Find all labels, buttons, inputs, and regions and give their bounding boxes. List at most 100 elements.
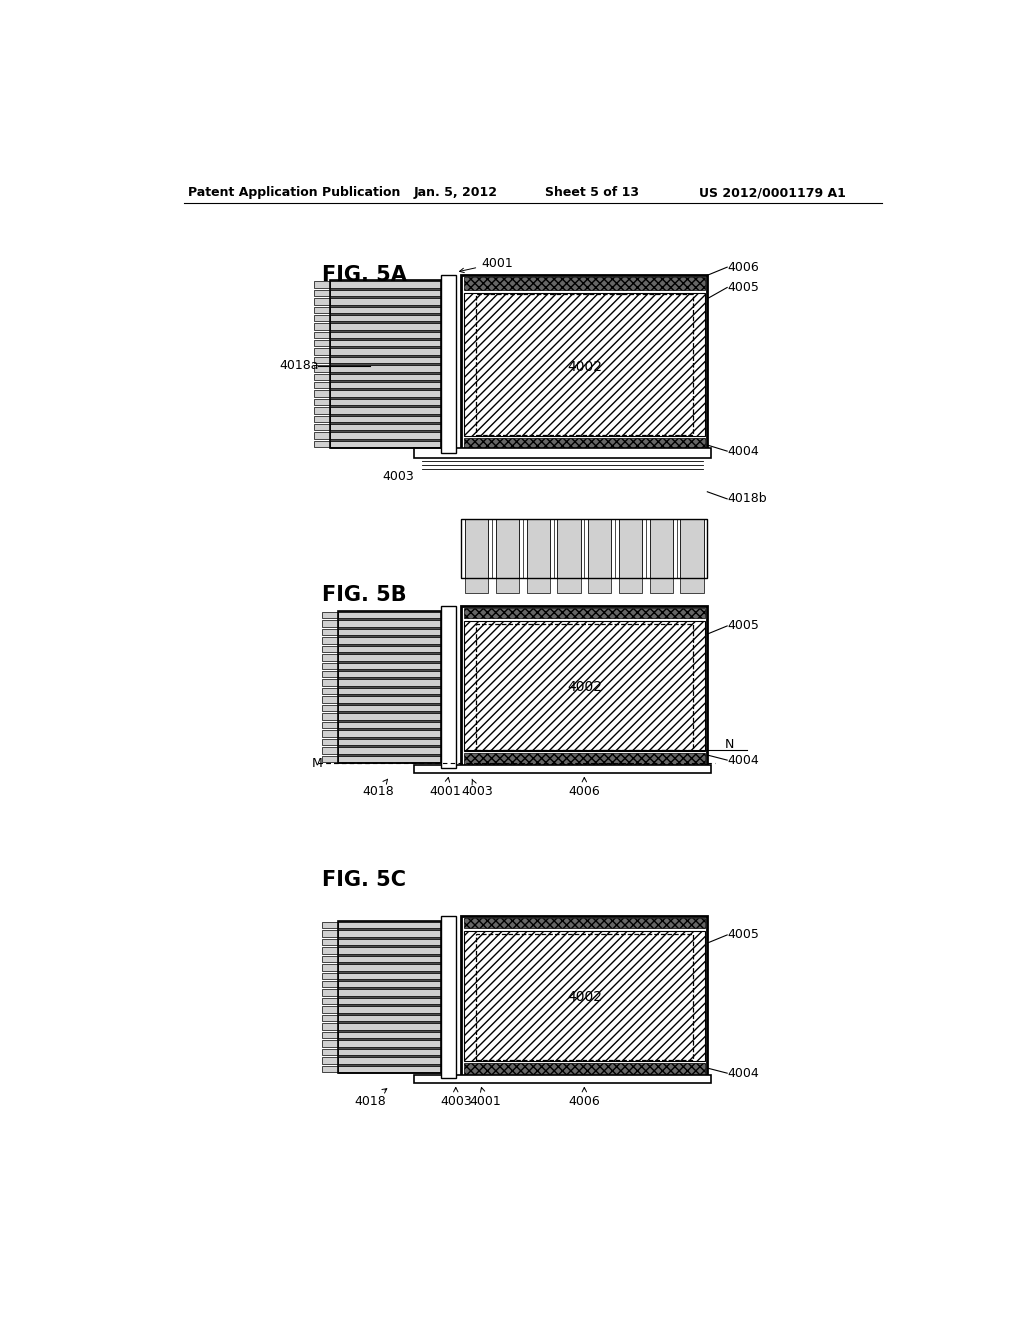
Text: 4004: 4004 [727, 445, 759, 458]
Bar [338, 998, 441, 1005]
Text: 4018: 4018 [354, 1089, 387, 1107]
Bar [338, 645, 441, 652]
Bar [323, 1049, 338, 1055]
Bar [557, 519, 581, 578]
Bar [331, 374, 441, 380]
Bar [323, 697, 338, 702]
Text: FIG. 5A: FIG. 5A [323, 265, 408, 285]
Text: Jan. 5, 2012: Jan. 5, 2012 [414, 186, 498, 199]
Bar [323, 931, 338, 937]
Bar [331, 366, 441, 372]
Bar [338, 1032, 441, 1039]
Bar [331, 298, 441, 305]
Bar [314, 315, 331, 321]
Bar [338, 713, 441, 719]
Text: M: M [311, 756, 323, 770]
Bar [680, 519, 703, 578]
Bar [338, 638, 441, 644]
Bar [465, 578, 488, 594]
Text: N: N [725, 738, 734, 751]
Bar [338, 921, 441, 1073]
Bar [323, 645, 338, 652]
Bar [323, 638, 338, 644]
Text: 4003: 4003 [440, 1088, 472, 1107]
Bar [331, 391, 441, 397]
Bar [331, 433, 441, 438]
Bar [649, 519, 673, 578]
Bar [323, 705, 338, 711]
Bar [314, 381, 331, 388]
Bar [314, 399, 331, 405]
Text: 4006: 4006 [568, 777, 600, 797]
Bar [526, 519, 550, 578]
Bar [338, 931, 441, 937]
Bar [331, 399, 441, 405]
Bar [323, 956, 338, 962]
Bar [331, 381, 441, 388]
Bar [338, 1065, 441, 1072]
Bar [323, 990, 338, 995]
Bar [314, 306, 331, 313]
Text: 4002: 4002 [567, 680, 602, 694]
Bar [338, 611, 441, 618]
Bar [323, 964, 338, 970]
Text: 4018b: 4018b [727, 492, 767, 506]
Text: US 2012/0001179 A1: US 2012/0001179 A1 [699, 186, 846, 199]
Bar [475, 624, 693, 750]
Bar [338, 956, 441, 962]
Bar [338, 981, 441, 987]
Bar [314, 366, 331, 372]
Bar [338, 697, 441, 702]
Text: Patent Application Publication: Patent Application Publication [187, 186, 400, 199]
Bar [338, 628, 441, 635]
Text: 4002: 4002 [567, 360, 602, 374]
Bar [461, 519, 708, 578]
Text: Sheet 5 of 13: Sheet 5 of 13 [545, 186, 639, 199]
Text: 4005: 4005 [727, 281, 759, 294]
Bar [441, 276, 456, 453]
Bar [314, 331, 331, 338]
Bar [475, 935, 693, 1060]
Text: FIG. 5B: FIG. 5B [323, 585, 408, 606]
Bar [461, 916, 708, 1078]
Bar [338, 964, 441, 970]
Bar [323, 1040, 338, 1047]
Bar [314, 441, 331, 447]
Text: FIG. 5C: FIG. 5C [323, 870, 407, 890]
Bar [441, 606, 456, 768]
Bar [323, 611, 338, 618]
Bar [465, 519, 488, 578]
Bar [461, 276, 708, 453]
Bar [338, 705, 441, 711]
Bar [331, 407, 441, 413]
Bar [323, 747, 338, 754]
Bar [338, 611, 441, 763]
Bar [323, 1032, 338, 1039]
Bar [331, 331, 441, 338]
Bar [464, 931, 705, 1061]
Bar [323, 939, 338, 945]
Bar [323, 688, 338, 694]
Bar [323, 620, 338, 627]
Text: 4001: 4001 [469, 1088, 501, 1107]
Bar [338, 1040, 441, 1047]
Bar [323, 722, 338, 729]
Bar [331, 306, 441, 313]
Bar [331, 281, 441, 288]
Bar [323, 671, 338, 677]
Bar [526, 578, 550, 594]
Bar [338, 1006, 441, 1012]
Text: 4001: 4001 [460, 256, 513, 273]
Bar [323, 1023, 338, 1030]
Bar [323, 655, 338, 660]
Bar [323, 973, 338, 979]
Bar [323, 628, 338, 635]
Bar [338, 939, 441, 945]
Bar [323, 739, 338, 746]
Bar [314, 298, 331, 305]
Bar [331, 356, 441, 363]
Bar [618, 519, 642, 578]
Text: 4018: 4018 [362, 779, 394, 797]
Bar [314, 424, 331, 430]
Bar [588, 578, 611, 594]
